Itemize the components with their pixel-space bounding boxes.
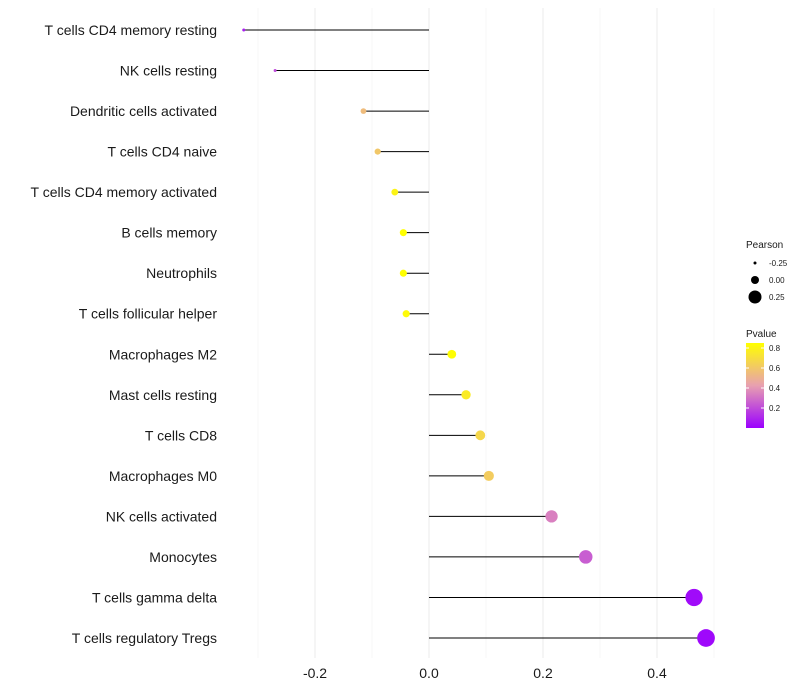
category-label: Monocytes [149, 549, 217, 565]
data-point [447, 349, 457, 359]
x-tick-label: 0.2 [533, 665, 553, 681]
data-point [374, 148, 381, 155]
color-legend-label: 0.6 [769, 364, 781, 373]
data-point [402, 310, 410, 318]
x-tick-label: 0.4 [647, 665, 667, 681]
category-label: Neutrophils [146, 265, 217, 281]
color-legend-label: 0.8 [769, 344, 781, 353]
color-legend-title: Pvalue [746, 329, 777, 340]
data-point [545, 510, 558, 523]
x-tick-label: 0.0 [419, 665, 439, 681]
data-point [685, 588, 703, 607]
data-point [579, 550, 593, 564]
category-label: Macrophages M2 [109, 346, 217, 362]
category-label: T cells gamma delta [92, 589, 217, 605]
data-point [461, 390, 471, 400]
data-point [399, 229, 407, 237]
legend: Pearson -0.25 0.00 0.25 Pvalue 0.8 0.6 0.4 0.2 [746, 240, 788, 428]
lollipop-stems [243, 29, 707, 639]
lollipop-dots [242, 28, 715, 647]
category-label: T cells CD4 naive [108, 144, 218, 160]
size-legend-title: Pearson [746, 240, 783, 251]
size-legend-key [751, 276, 759, 284]
data-point [697, 629, 715, 647]
data-point [360, 108, 367, 114]
x-axis-ticks: -0.2 0.0 0.2 0.4 [303, 665, 667, 681]
size-legend-label: 0.25 [769, 293, 785, 302]
data-point [475, 430, 486, 441]
size-legend-label: 0.00 [769, 276, 785, 285]
category-label: T cells CD4 memory resting [45, 22, 217, 38]
category-label: NK cells resting [120, 63, 217, 79]
color-legend-label: 0.2 [769, 404, 781, 413]
category-labels: T cells CD4 memory resting NK cells resti… [31, 22, 218, 646]
size-legend-label: -0.25 [769, 259, 788, 268]
category-label: Mast cells resting [109, 387, 217, 403]
data-point [399, 269, 407, 277]
category-label: T cells CD8 [145, 427, 217, 443]
x-tick-label: -0.2 [303, 665, 327, 681]
grid [257, 8, 715, 658]
category-label: T cells regulatory Tregs [72, 630, 217, 646]
data-point [273, 69, 277, 73]
color-legend-bar [746, 343, 764, 428]
category-label: T cells CD4 memory activated [31, 184, 217, 200]
category-label: Dendritic cells activated [70, 103, 217, 119]
data-point [391, 188, 399, 196]
data-point [242, 28, 246, 32]
size-legend-key [753, 261, 757, 265]
category-label: Macrophages M0 [109, 468, 217, 484]
size-legend-key [748, 290, 762, 304]
category-label: T cells follicular helper [79, 306, 218, 322]
category-label: B cells memory [121, 225, 217, 241]
color-legend-label: 0.4 [769, 384, 781, 393]
data-point [483, 470, 494, 481]
category-label: NK cells activated [106, 508, 217, 524]
